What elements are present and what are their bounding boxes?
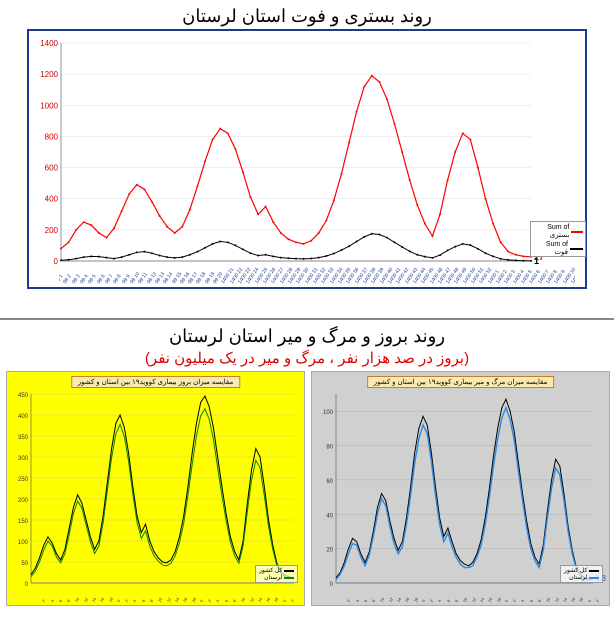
bottom-panel: روند بروز و مرگ و میر استان لرستان (بروز… [0,320,614,640]
svg-text:100: 100 [323,410,334,416]
legend-item: کل کشور [259,567,294,574]
top-panel: روند بستری و فوت استان لرستان 0 200 400 600… [0,0,614,320]
legend-line-icon [571,231,583,233]
svg-text:200: 200 [18,498,29,504]
bottom-row: مقایسه میزان بروز بیماری کووید۱۹ بین است… [0,371,614,606]
svg-text:600: 600 [45,164,59,173]
legend-item: Sum of بستری [533,224,583,239]
top-title: روند بستری و فوت استان لرستان [0,0,614,29]
legend-item: Sum of فوت [533,241,583,256]
legend-text: Sum of فوت [533,241,568,256]
svg-text:50: 50 [21,561,28,567]
svg-text:1200: 1200 [40,70,58,79]
svg-text:200: 200 [45,226,59,235]
top-chart: 0200400600800100012001400271 Sum of بستر… [27,29,587,289]
svg-text:450: 450 [18,393,29,399]
top-chart-svg: 0200400600800100012001400271 [29,31,589,291]
bl-x-ticks: 0246810121416180246810121416180246810121… [37,577,294,603]
bottom-subtitle: (بروز در صد هزار نفر ، مرگ و میر در یک م… [0,349,614,371]
svg-text:0: 0 [330,582,334,588]
svg-text:0: 0 [25,582,29,588]
svg-text:0: 0 [54,257,59,266]
svg-text:350: 350 [18,435,29,441]
svg-text:60: 60 [326,479,333,485]
svg-text:20: 20 [326,548,333,554]
svg-text:400: 400 [45,195,59,204]
svg-text:250: 250 [18,477,29,483]
bl-title: مقایسه میزان بروز بیماری کووید۱۹ بین است… [71,376,240,388]
br-x-ticks: 0246810121416180246810121416180246810121… [342,577,599,603]
legend-line-icon [570,248,583,250]
svg-text:400: 400 [18,414,29,420]
bottom-title: روند بروز و مرگ و میر استان لرستان [0,320,614,349]
top-legend: Sum of بستری Sum of فوت [530,221,586,257]
svg-text:150: 150 [18,519,29,525]
top-x-ticks: 99 199 299 399 499 599 699 799 899 999 1… [59,259,575,285]
svg-text:40: 40 [326,513,333,519]
svg-text:100: 100 [18,540,29,546]
svg-text:80: 80 [326,445,333,451]
bottom-right-chart: مقایسه میزان مرگ و میر بیماری کووید۱۹ بی… [311,371,610,606]
svg-text:800: 800 [45,132,59,141]
legend-text: Sum of بستری [533,224,569,239]
svg-text:1400: 1400 [40,39,58,48]
svg-text:1000: 1000 [40,101,58,110]
legend-item: کل کشور [564,567,599,574]
svg-text:300: 300 [18,456,29,462]
br-title: مقایسه میزان مرگ و میر بیماری کووید۱۹ بی… [367,376,555,388]
bottom-left-chart: مقایسه میزان بروز بیماری کووید۱۹ بین است… [6,371,305,606]
